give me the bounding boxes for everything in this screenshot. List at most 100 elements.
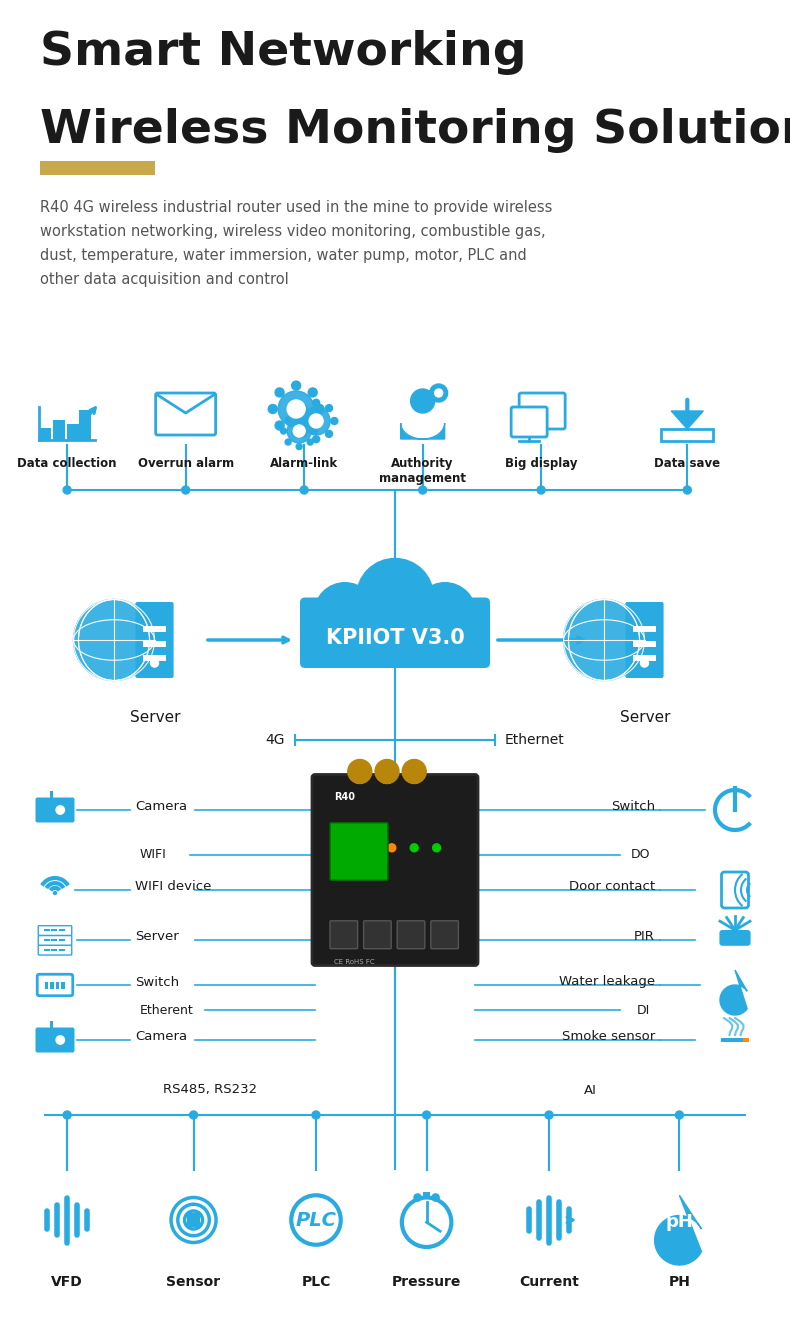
Circle shape <box>313 400 320 406</box>
Text: PLC: PLC <box>301 1275 331 1290</box>
Circle shape <box>356 559 434 636</box>
Text: RS485, RS232: RS485, RS232 <box>163 1083 257 1096</box>
Circle shape <box>348 760 372 784</box>
Bar <box>44 981 48 989</box>
Circle shape <box>331 417 338 425</box>
FancyBboxPatch shape <box>397 920 425 949</box>
Text: Switch: Switch <box>611 801 655 813</box>
Text: Server: Server <box>619 710 670 726</box>
FancyBboxPatch shape <box>330 822 388 880</box>
FancyBboxPatch shape <box>519 393 565 429</box>
Text: Data collection: Data collection <box>17 457 117 470</box>
Bar <box>142 655 167 661</box>
Text: Ethernet: Ethernet <box>505 733 565 747</box>
Bar <box>53 420 65 440</box>
FancyBboxPatch shape <box>431 920 458 949</box>
Bar <box>50 1021 53 1030</box>
Circle shape <box>295 417 302 425</box>
Bar <box>721 941 749 944</box>
Circle shape <box>296 444 302 450</box>
Text: Alarm-link: Alarm-link <box>270 457 338 470</box>
Text: DO: DO <box>630 849 650 862</box>
Polygon shape <box>655 1196 702 1264</box>
Text: pH: pH <box>665 1213 694 1231</box>
Bar <box>62 981 65 989</box>
Circle shape <box>315 405 324 413</box>
Bar <box>743 1038 749 1042</box>
Text: Pressure: Pressure <box>392 1275 461 1290</box>
Text: Camera: Camera <box>135 801 187 813</box>
Circle shape <box>537 486 545 494</box>
FancyBboxPatch shape <box>626 602 664 678</box>
Bar <box>79 410 91 440</box>
Circle shape <box>545 1111 553 1119</box>
Text: Server: Server <box>135 931 179 944</box>
Circle shape <box>278 391 314 428</box>
Bar <box>383 765 390 784</box>
Circle shape <box>54 891 57 895</box>
Text: Camera: Camera <box>135 1030 187 1043</box>
Circle shape <box>675 1111 683 1119</box>
Text: Smoke sensor: Smoke sensor <box>562 1030 655 1043</box>
Text: PIR: PIR <box>634 931 655 944</box>
Text: Authority
management: Authority management <box>379 457 466 485</box>
Circle shape <box>308 388 318 397</box>
Polygon shape <box>720 970 747 1016</box>
Circle shape <box>53 802 68 818</box>
Circle shape <box>299 405 307 412</box>
Circle shape <box>375 760 399 784</box>
Circle shape <box>313 436 320 442</box>
Text: Big display: Big display <box>505 457 577 470</box>
Bar <box>56 981 59 989</box>
Circle shape <box>314 583 376 645</box>
Circle shape <box>414 583 476 645</box>
Circle shape <box>63 486 71 494</box>
Circle shape <box>302 406 330 436</box>
Circle shape <box>430 384 448 402</box>
Circle shape <box>287 418 311 444</box>
Text: Water leakage: Water leakage <box>559 976 655 989</box>
Text: Wireless Monitoring Solution: Wireless Monitoring Solution <box>40 109 790 154</box>
Text: Switch: Switch <box>135 976 179 989</box>
FancyBboxPatch shape <box>511 406 547 437</box>
Circle shape <box>433 843 441 851</box>
FancyBboxPatch shape <box>186 1213 201 1227</box>
Bar <box>633 655 656 661</box>
FancyBboxPatch shape <box>38 936 72 945</box>
Text: WIFI: WIFI <box>140 849 167 862</box>
Text: PLC: PLC <box>295 1210 337 1230</box>
FancyBboxPatch shape <box>330 920 358 949</box>
Text: AI: AI <box>584 1083 596 1096</box>
Bar <box>721 1038 743 1042</box>
Circle shape <box>410 843 418 851</box>
FancyBboxPatch shape <box>37 974 73 996</box>
Circle shape <box>182 486 190 494</box>
FancyBboxPatch shape <box>721 873 748 908</box>
Circle shape <box>300 486 308 494</box>
Circle shape <box>73 600 155 681</box>
Bar <box>40 162 155 175</box>
Bar <box>411 765 418 784</box>
Bar <box>633 626 656 632</box>
Bar <box>633 641 656 646</box>
Bar <box>40 428 51 440</box>
Circle shape <box>423 1111 431 1119</box>
Circle shape <box>292 428 301 437</box>
FancyBboxPatch shape <box>661 429 713 441</box>
Circle shape <box>366 843 374 851</box>
FancyBboxPatch shape <box>36 797 74 822</box>
Bar <box>423 1192 431 1198</box>
FancyBboxPatch shape <box>38 945 72 955</box>
Circle shape <box>309 414 323 428</box>
Circle shape <box>275 388 284 397</box>
Circle shape <box>307 417 313 422</box>
Circle shape <box>190 1111 198 1119</box>
Circle shape <box>275 421 284 430</box>
Circle shape <box>299 430 307 437</box>
Text: DI: DI <box>637 1004 650 1017</box>
Bar <box>50 792 53 800</box>
Text: Door contact: Door contact <box>569 880 655 894</box>
Circle shape <box>293 425 305 437</box>
Text: R40: R40 <box>334 792 356 802</box>
Text: Sensor: Sensor <box>167 1275 220 1290</box>
